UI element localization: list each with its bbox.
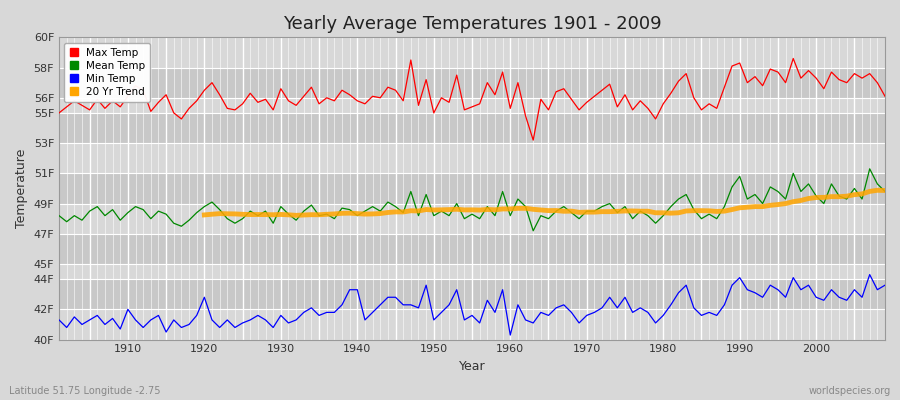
Bar bbox=[59, 204, 885, 234]
Bar bbox=[59, 37, 885, 68]
Bar bbox=[59, 113, 885, 143]
Bar bbox=[59, 143, 885, 173]
Bar bbox=[59, 173, 885, 204]
Text: Latitude 51.75 Longitude -2.75: Latitude 51.75 Longitude -2.75 bbox=[9, 386, 160, 396]
X-axis label: Year: Year bbox=[459, 360, 485, 373]
Legend: Max Temp, Mean Temp, Min Temp, 20 Yr Trend: Max Temp, Mean Temp, Min Temp, 20 Yr Tre… bbox=[64, 42, 150, 102]
Bar bbox=[59, 68, 885, 98]
Text: worldspecies.org: worldspecies.org bbox=[809, 386, 891, 396]
Title: Yearly Average Temperatures 1901 - 2009: Yearly Average Temperatures 1901 - 2009 bbox=[283, 15, 662, 33]
Y-axis label: Temperature: Temperature bbox=[15, 149, 28, 228]
Bar bbox=[59, 264, 885, 279]
Bar bbox=[59, 234, 885, 264]
Bar bbox=[59, 98, 885, 113]
Bar bbox=[59, 309, 885, 340]
Bar bbox=[59, 279, 885, 309]
